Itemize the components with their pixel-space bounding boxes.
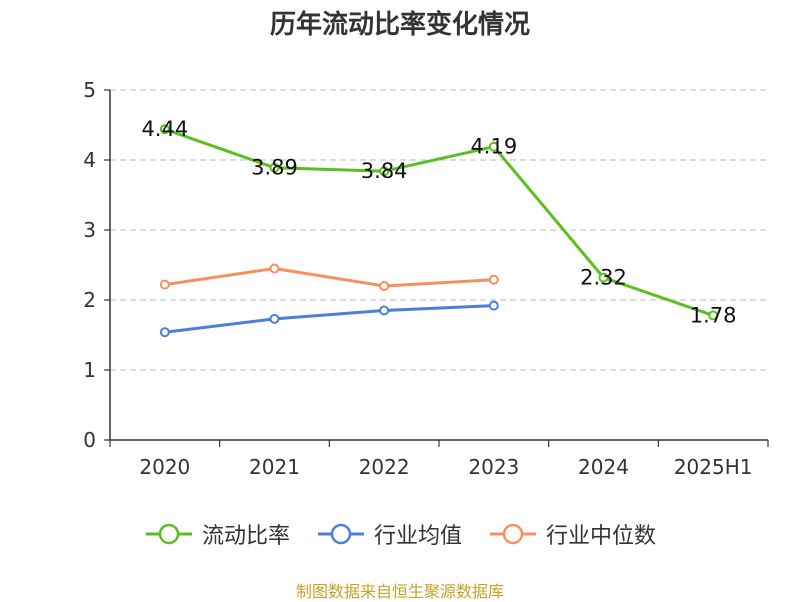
x-tick-label: 2020 xyxy=(139,455,190,479)
legend-item[interactable]: 行业中位数 xyxy=(488,518,656,550)
series-line xyxy=(164,127,714,317)
data-point xyxy=(269,162,280,173)
legend-marker-icon xyxy=(145,523,192,545)
data-point xyxy=(159,327,170,338)
x-tick-label: 2022 xyxy=(359,455,410,479)
x-tick-label: 2023 xyxy=(468,455,519,479)
data-label: 3.89 xyxy=(251,156,298,180)
data-label: 1.78 xyxy=(690,303,737,327)
data-point xyxy=(159,279,170,290)
series-line xyxy=(164,304,494,334)
y-tick-label: 4 xyxy=(83,148,96,172)
y-tick-label: 0 xyxy=(83,428,96,452)
data-label: 4.44 xyxy=(141,117,188,141)
data-point xyxy=(379,281,390,291)
data-label: 3.84 xyxy=(361,159,408,183)
chart-title: 历年流动比率变化情况 xyxy=(269,10,530,40)
legend-marker-icon xyxy=(490,523,536,545)
legend-label: 行业均值 xyxy=(373,524,462,549)
data-point xyxy=(488,274,499,285)
data-point xyxy=(159,124,170,135)
legend-item[interactable]: 行业均值 xyxy=(316,518,462,550)
y-tick-label: 3 xyxy=(83,218,96,242)
legend-label: 流动比率 xyxy=(201,524,290,549)
x-tick-label: 2025H1 xyxy=(674,455,753,479)
x-tick-label: 2021 xyxy=(249,455,300,479)
data-point xyxy=(598,272,609,283)
data-point xyxy=(488,141,499,152)
legend-label: 行业中位数 xyxy=(546,524,657,549)
data-point xyxy=(379,166,390,177)
data-label: 2.32 xyxy=(580,266,627,290)
legend-marker-icon xyxy=(317,523,364,545)
data-point xyxy=(379,305,390,316)
data-point xyxy=(269,313,280,324)
y-tick-label: 5 xyxy=(83,78,96,102)
y-tick-label: 1 xyxy=(83,358,96,382)
legend-item[interactable]: 流动比率 xyxy=(144,518,290,550)
source-note: 制图数据来自恒生聚源数据库 xyxy=(295,582,504,601)
series-line xyxy=(164,267,494,288)
data-point xyxy=(708,310,719,321)
x-tick-label: 2024 xyxy=(578,455,629,479)
data-point xyxy=(488,300,499,311)
y-tick-label: 2 xyxy=(83,288,96,312)
data-point xyxy=(269,263,280,274)
legend: 流动比率 行业均值 行业中位数 xyxy=(0,518,800,550)
data-label: 4.19 xyxy=(470,135,517,159)
